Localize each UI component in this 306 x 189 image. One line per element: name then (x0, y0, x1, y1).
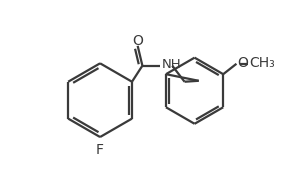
Text: O: O (132, 33, 143, 48)
Text: CH₃: CH₃ (249, 56, 275, 70)
Text: NH: NH (162, 58, 182, 71)
Text: O: O (237, 56, 248, 70)
Text: F: F (96, 143, 104, 157)
